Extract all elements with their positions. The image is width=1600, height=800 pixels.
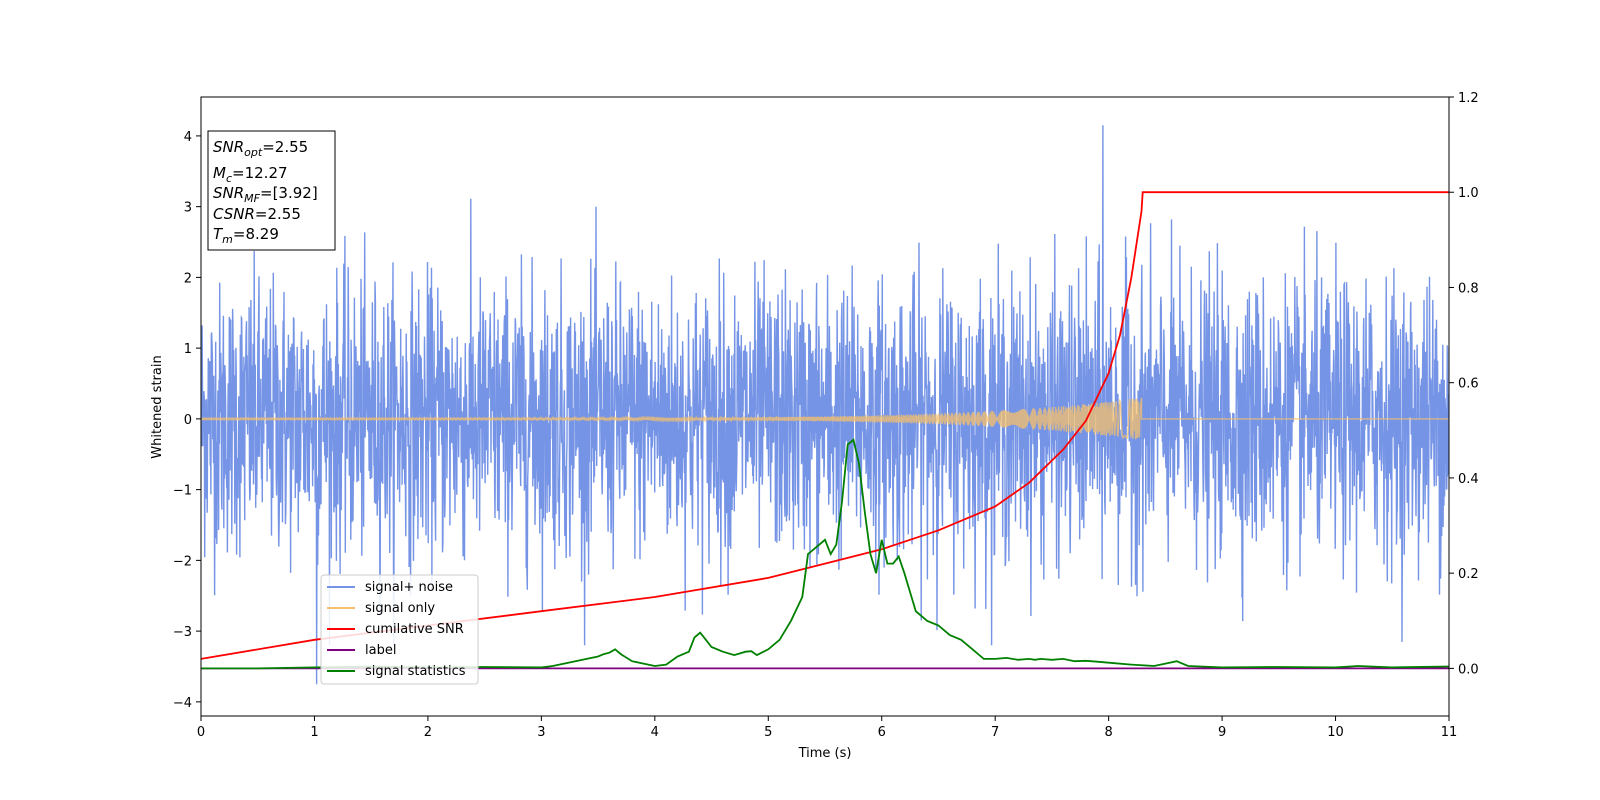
y-tick-label: 3 (184, 201, 192, 216)
y-axis-right: 0.0 0.2 0.4 0.6 0.8 1.0 1.2 (1449, 91, 1479, 677)
y-tick-label: −1 (173, 484, 192, 499)
x-tick-label: 11 (1441, 725, 1458, 740)
csnr-text: CSNR=2.55 (213, 205, 301, 223)
series-signal-statistics (201, 438, 1449, 670)
tm-text: Tm=8.29 (213, 225, 279, 246)
snr-mf-symbol: SNR (213, 184, 244, 202)
x-tick-label: 10 (1327, 725, 1344, 740)
legend: signal+ noise signal only cumilative SNR… (320, 574, 479, 685)
legend-box (320, 574, 479, 685)
y-tick-label: −2 (173, 554, 192, 569)
annotation-box (207, 130, 336, 251)
y-tick-label: 4 (184, 130, 192, 145)
y2-tick-label: 0.4 (1458, 472, 1479, 487)
x-tick-label: 8 (1104, 725, 1112, 740)
x-tick-label: 5 (764, 725, 772, 740)
legend-label-label: label (365, 643, 396, 658)
y-axis-left: −4 −3 −2 −1 0 1 2 3 4 (173, 130, 201, 711)
series-signal-only (201, 397, 1449, 440)
metrics-annotation: SNRopt=2.55 Mc=12.27 SNRMF=[3.92] CSNR=2… (207, 130, 336, 251)
tm-sub: m (222, 233, 233, 246)
snr-mf-sub: MF (244, 192, 260, 205)
tm-symbol: T (213, 225, 224, 243)
mc-symbol: M (213, 164, 226, 182)
snr-opt-symbol: SNR (213, 138, 244, 156)
x-tick-label: 9 (1218, 725, 1226, 740)
snr-opt-sub: opt (244, 146, 263, 159)
y2-tick-label: 0.6 (1458, 377, 1479, 392)
y-tick-label: 2 (184, 271, 192, 286)
csnr-symbol: CSNR (213, 205, 255, 223)
y2-tick-label: 1.2 (1458, 91, 1479, 106)
tm-value: =8.29 (233, 225, 279, 243)
mc-sub: c (226, 172, 232, 185)
mc-value: =12.27 (232, 164, 288, 182)
y2-tick-label: 1.0 (1458, 186, 1479, 201)
y-tick-label: −4 (173, 696, 192, 711)
series-cumulative-snr (201, 191, 1449, 660)
snr-opt-text: SNRopt=2.55 (213, 138, 308, 159)
x-axis: 0 1 2 3 4 5 6 7 8 9 10 11 (197, 716, 1457, 740)
x-tick-label: 3 (537, 725, 545, 740)
x-tick-label: 2 (424, 725, 432, 740)
legend-label-cumulative-snr: cumilative SNR (365, 622, 464, 637)
x-tick-label: 0 (197, 725, 205, 740)
snr-opt-value: =2.55 (262, 138, 308, 156)
x-axis-label: Time (s) (798, 746, 852, 761)
y-tick-label: 1 (184, 342, 192, 357)
legend-label-signal-statistics: signal statistics (365, 664, 466, 679)
y-axis-label: Whitened strain (150, 355, 165, 458)
x-tick-label: 6 (878, 725, 886, 740)
mc-text: Mc=12.27 (213, 164, 288, 185)
series-signal-noise (201, 125, 1449, 685)
csnr-value: =2.55 (255, 205, 301, 223)
snr-mf-value: =[3.92] (260, 184, 318, 202)
plot-frame (200, 96, 1450, 717)
x-tick-label: 7 (991, 725, 999, 740)
y2-tick-label: 0.8 (1458, 281, 1479, 296)
snr-mf-text: SNRMF=[3.92] (213, 184, 318, 205)
y2-tick-label: 0.2 (1458, 567, 1479, 582)
y-tick-label: 0 (184, 413, 192, 428)
legend-label-signal-only: signal only (365, 601, 435, 616)
legend-label-signal-noise: signal+ noise (365, 580, 453, 595)
x-tick-label: 1 (310, 725, 318, 740)
y2-tick-label: 0.0 (1458, 662, 1479, 677)
y-tick-label: −3 (173, 625, 192, 640)
x-tick-label: 4 (651, 725, 659, 740)
